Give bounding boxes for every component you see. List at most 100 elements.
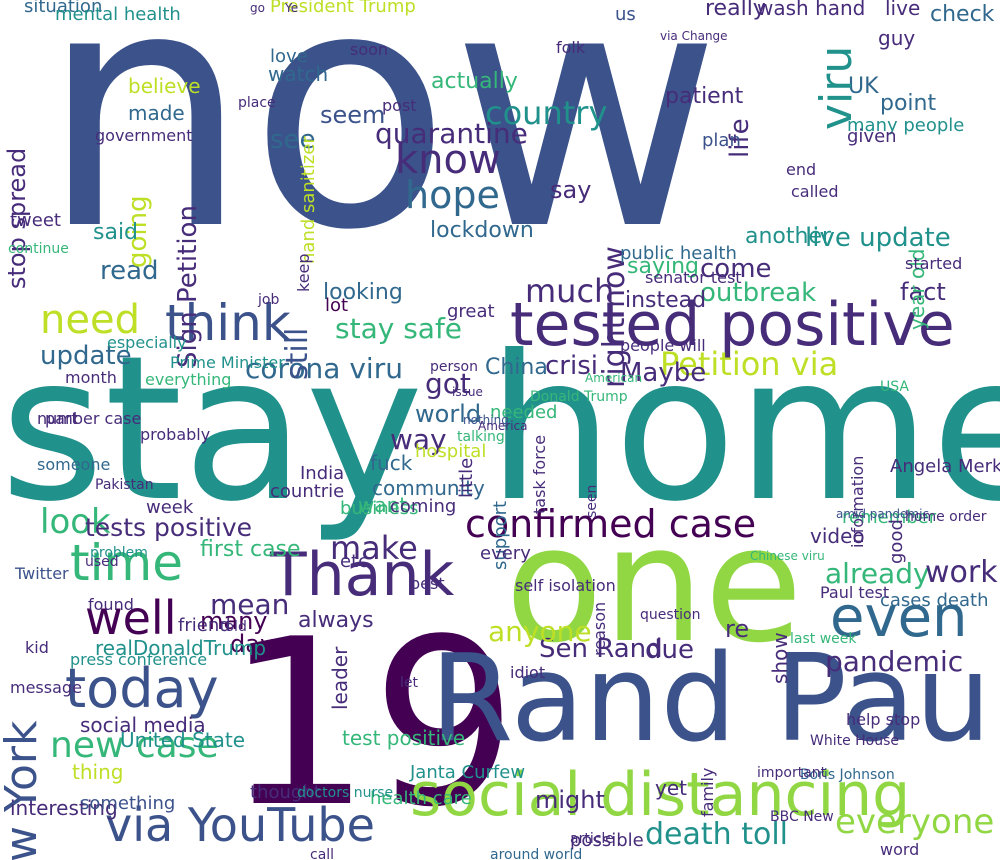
word-last-week: last week: [790, 631, 857, 647]
word-via-youtube: via YouTube: [105, 798, 375, 852]
word-government: government: [95, 126, 193, 145]
word-soon: soon: [350, 40, 389, 59]
word-way: way: [390, 423, 447, 456]
word-etc: etc: [340, 551, 369, 572]
word-boris-johnson: Boris Johnson: [800, 767, 895, 783]
word-still: still: [280, 327, 315, 380]
word-hope: hope: [405, 173, 500, 217]
word-american: American: [585, 371, 643, 385]
word-post: post: [382, 96, 417, 115]
word-week: week: [146, 497, 194, 518]
word-work: work: [925, 555, 998, 590]
word-let: let: [400, 675, 418, 691]
word-told: told: [220, 619, 247, 635]
word-saying: saying: [627, 254, 699, 279]
word-new-case: new case: [50, 725, 219, 766]
word-ye: Ye: [285, 1, 299, 15]
word-donald-trump: Donald Trump: [530, 389, 628, 405]
word-issue: issue: [452, 385, 483, 399]
word-fact: fact: [900, 278, 946, 306]
word-person: person: [430, 359, 478, 375]
word-idiot: idiot: [510, 663, 546, 682]
word-well: well: [85, 591, 177, 645]
word-uk: UK: [848, 74, 879, 99]
word-death-toll: death toll: [645, 817, 788, 852]
word-white-house: White House: [810, 733, 900, 749]
word-many: many: [200, 607, 268, 635]
word-video: video: [810, 524, 865, 548]
word-chinese-viru: Chinese viru: [750, 549, 825, 563]
word-go: go: [250, 1, 265, 15]
word-patient: patient: [665, 84, 744, 109]
word-rand-paul: Rand Paul: [430, 630, 1000, 769]
word-live: live: [885, 0, 921, 20]
word-mean: mean: [210, 588, 290, 621]
word-self-isolation: self isolation: [515, 576, 616, 595]
word-everyone: everyone: [835, 802, 995, 842]
word-tested-positive: tested positive: [510, 290, 955, 360]
word-want: want: [358, 493, 408, 517]
word-given: given: [847, 126, 897, 147]
word-looking: looking: [323, 280, 403, 305]
word-month: month: [65, 368, 117, 387]
word-believe: believe: [128, 74, 201, 98]
word-help-stop: help stop: [846, 710, 921, 729]
word-actually: actually: [431, 69, 518, 94]
word-kid: kid: [25, 638, 49, 657]
word-public-health: public health: [620, 243, 737, 264]
word-every: every: [480, 543, 531, 564]
word-family: family: [698, 767, 717, 817]
word-bbc-new: BBC New: [770, 809, 834, 825]
word-possible: possible: [570, 830, 644, 851]
word-community: community: [372, 476, 485, 500]
word-tweet: tweet: [10, 210, 61, 231]
word-twitter: Twitter: [15, 564, 69, 583]
word-important: important: [757, 765, 827, 781]
word-america: America: [478, 419, 528, 433]
word-right-now: right now: [597, 246, 632, 388]
word-petition-via: Petition via: [660, 345, 839, 383]
word-probably: probably: [140, 425, 211, 444]
word-watch: watch: [268, 62, 329, 86]
word-country: country: [485, 94, 608, 132]
word-live-update: live update: [805, 223, 951, 253]
word-said: said: [93, 220, 139, 245]
word-number-case: number case: [37, 409, 142, 428]
word-friend: friend: [178, 615, 231, 636]
word-angela-merkel: Angela Merkel: [890, 456, 1000, 477]
word-amid-pandemic: amid pandemic: [836, 507, 930, 521]
word-place: place: [238, 95, 276, 111]
word-mental-health: mental health: [55, 4, 181, 25]
word-due: due: [645, 635, 694, 665]
word-interesting: interesting: [10, 796, 118, 820]
word-word: word: [880, 840, 920, 859]
word-prime-minister: Prime Minister: [170, 353, 285, 372]
word-china: China: [485, 355, 548, 380]
word-confirmed-case: confirmed case: [465, 502, 757, 546]
word-time: time: [70, 534, 183, 592]
word-someone: someone: [37, 455, 111, 474]
word-needed: needed: [490, 402, 558, 423]
word-see: see: [270, 125, 316, 155]
word-via-change: via Change: [660, 29, 728, 43]
word-used: used: [85, 554, 119, 570]
word-world: world: [415, 400, 482, 428]
word-countrie: countrie: [270, 481, 345, 502]
word-come: come: [700, 254, 772, 284]
word-article: article: [570, 831, 614, 847]
word-lot: lot: [325, 295, 349, 316]
word-one: one: [505, 491, 803, 678]
word-point: point: [880, 91, 937, 116]
word-plan: plan: [702, 130, 741, 151]
word-stay-safe: stay safe: [335, 312, 463, 345]
word-little: little: [456, 457, 477, 498]
word-health-care: health care: [370, 788, 472, 809]
word-hand-sanitizer: hand sanitizer: [298, 136, 319, 264]
word-love: love: [270, 46, 308, 67]
word-part: part: [45, 409, 78, 428]
word-realdonaldtrump: realDonaldTrump: [95, 636, 267, 660]
word-really: really: [705, 0, 766, 21]
word-today: today: [65, 657, 219, 720]
word-continue: continue: [8, 241, 69, 257]
word-seen: seen: [584, 484, 600, 518]
